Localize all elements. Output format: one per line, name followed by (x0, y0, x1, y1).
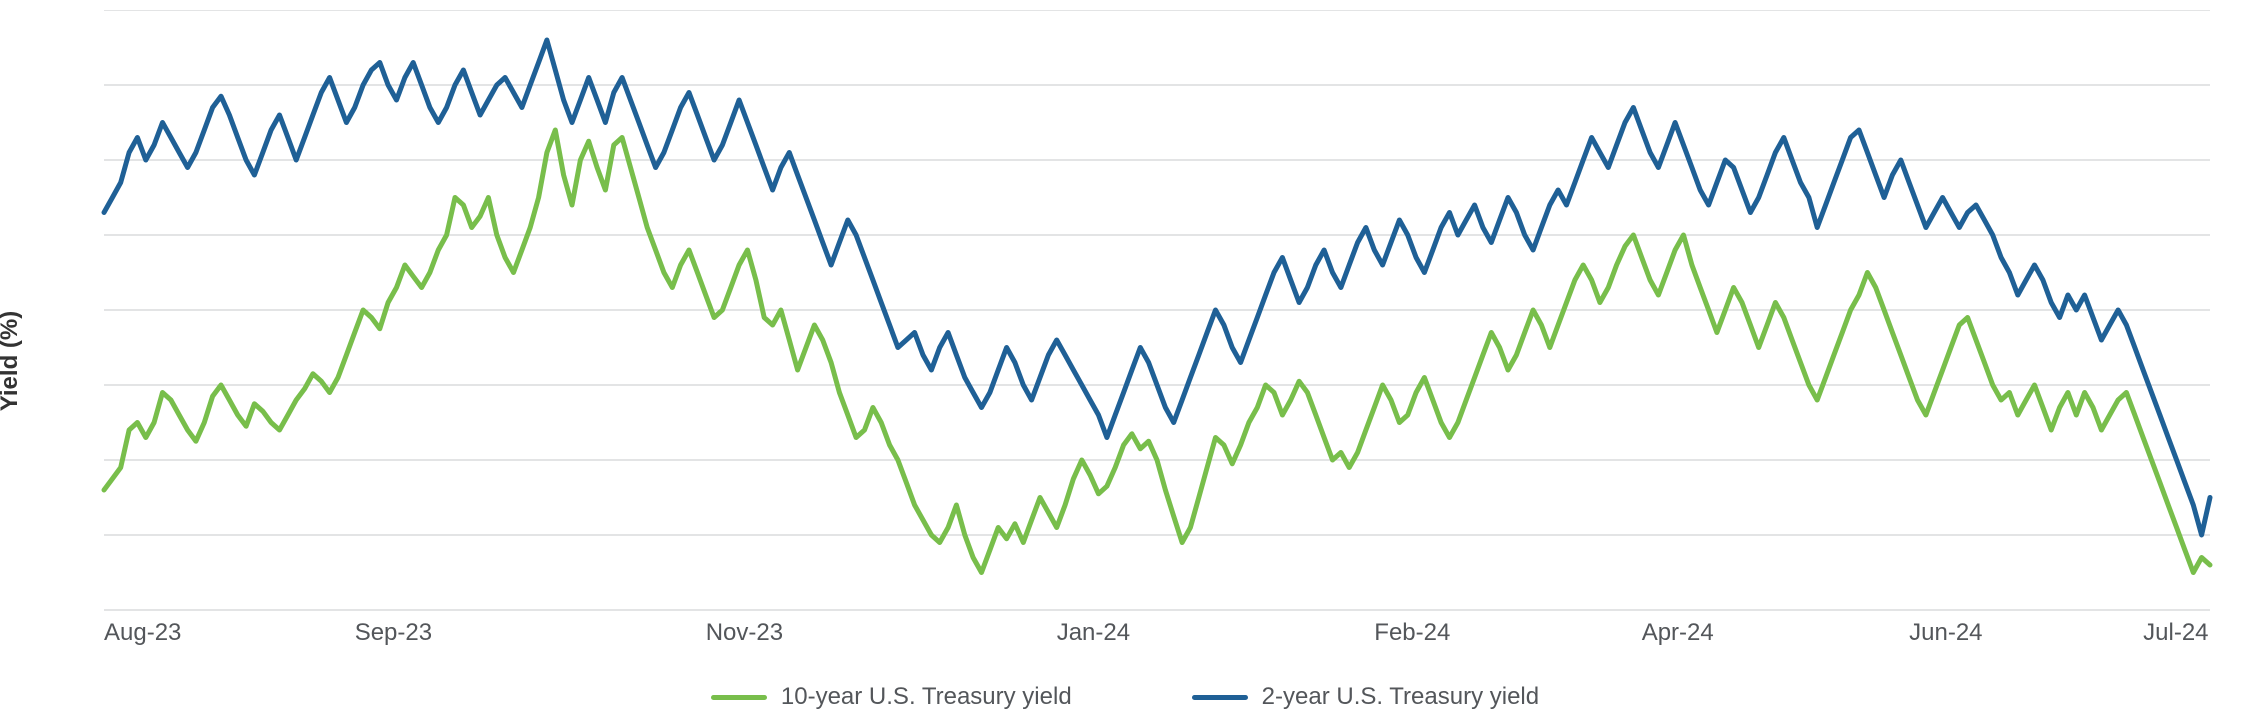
x-tick-label: Jun-24 (1909, 619, 1982, 646)
x-tick-label: Nov-23 (706, 619, 783, 646)
treasury-yield-chart: Yield (%) 3.73.94.14.34.54.74.95.15.3 Au… (0, 0, 2250, 721)
x-tick-label: Jan-24 (1057, 619, 1130, 646)
legend-item: 10-year U.S. Treasury yield (711, 683, 1072, 711)
legend-item: 2-year U.S. Treasury yield (1192, 683, 1539, 711)
x-tick-label: Aug-23 (104, 619, 181, 646)
x-tick-label: Jul-24 (2143, 619, 2208, 646)
y-axis-label: Yield (%) (0, 310, 24, 410)
series-line (104, 130, 2210, 573)
legend-swatch (1192, 695, 1248, 700)
plot-area: 3.73.94.14.34.54.74.95.15.3 Aug-23Sep-23… (100, 10, 2220, 610)
x-tick-label: Apr-24 (1642, 619, 1714, 646)
x-tick-label: Sep-23 (355, 619, 432, 646)
legend: 10-year U.S. Treasury yield 2-year U.S. T… (0, 683, 2250, 711)
legend-label: 10-year U.S. Treasury yield (781, 683, 1072, 711)
chart-svg: 3.73.94.14.34.54.74.95.15.3 Aug-23Sep-23… (100, 10, 2220, 650)
x-tick-label: Feb-24 (1374, 619, 1450, 646)
legend-label: 2-year U.S. Treasury yield (1262, 683, 1539, 711)
legend-swatch (711, 695, 767, 700)
